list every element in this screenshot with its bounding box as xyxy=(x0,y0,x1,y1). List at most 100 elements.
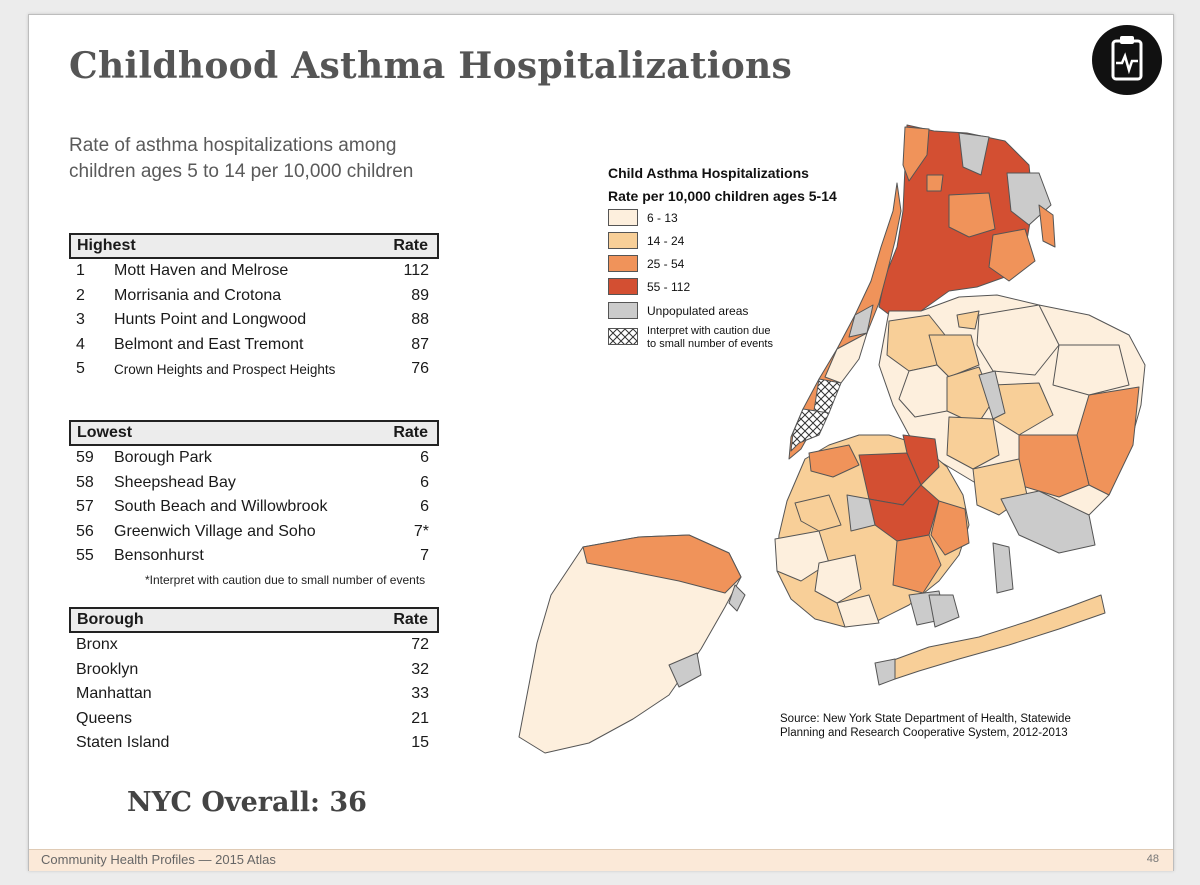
table-row: 2 Morrisania and Crotona 89 xyxy=(69,284,439,309)
map-region xyxy=(846,494,876,532)
rate-cell: 21 xyxy=(411,709,429,727)
rate-cell: 32 xyxy=(411,660,429,678)
rate-cell: 7 xyxy=(420,547,429,565)
rank-cell: 56 xyxy=(76,522,94,540)
table-row: 56 Greenwich Village and Soho 7* xyxy=(69,520,439,545)
table-header: Borough Rate xyxy=(69,607,439,633)
legend-swatch xyxy=(608,232,638,249)
name-cell: Brooklyn xyxy=(76,660,139,678)
map-region xyxy=(1038,204,1056,248)
table-row: 59 Borough Park 6 xyxy=(69,446,439,471)
column-header: Highest xyxy=(77,237,136,254)
map-region xyxy=(902,126,930,182)
subtitle: Rate of asthma hospitalizations among ch… xyxy=(69,135,414,182)
nyc-overall: NYC Overall: 36 xyxy=(127,787,367,818)
name-cell: Bronx xyxy=(76,636,118,654)
name-cell: Hunts Point and Longwood xyxy=(114,311,307,329)
map-region xyxy=(1018,434,1090,498)
legend-title: Child Asthma Hospitalizations xyxy=(608,165,809,181)
name-cell: Manhattan xyxy=(76,685,152,703)
rank-cell: 5 xyxy=(76,360,85,378)
legend-swatch xyxy=(608,209,638,226)
footer-title: Community Health Profiles — 2015 Atlas xyxy=(41,852,276,867)
caution-line: Interpret with caution due xyxy=(647,325,771,337)
rate-cell: 72 xyxy=(411,636,429,654)
table-row: 58 Sheepshead Bay 6 xyxy=(69,471,439,496)
clipboard-pulse-icon xyxy=(1092,25,1162,95)
map-region xyxy=(976,304,1060,376)
caution-footnote: *Interpret with caution due to small num… xyxy=(145,573,426,587)
rate-cell: 6 xyxy=(420,498,429,516)
map-region xyxy=(836,594,880,628)
map-region xyxy=(794,494,842,532)
rate-cell: 6 xyxy=(420,473,429,491)
rank-cell: 59 xyxy=(76,449,94,467)
rate-cell: 76 xyxy=(411,360,429,378)
legend-item: Interpret with caution due to small numbe… xyxy=(608,325,773,351)
rank-cell: 58 xyxy=(76,473,94,491)
rank-cell: 57 xyxy=(76,498,94,516)
map-region xyxy=(928,594,960,628)
map-region xyxy=(790,408,830,452)
rate-cell: 112 xyxy=(403,262,429,280)
name-cell: Morrisania and Crotona xyxy=(114,286,282,304)
table-row: 55 Bensonhurst 7 xyxy=(69,544,439,569)
caution-line: to small number of events xyxy=(647,338,773,350)
map-region xyxy=(808,444,860,478)
rate-cell: 89 xyxy=(411,286,429,304)
rank-cell: 55 xyxy=(76,547,94,565)
legend-item: 6 - 13 xyxy=(608,209,678,226)
rank-cell: 1 xyxy=(76,262,85,280)
legend-item: 55 - 112 xyxy=(608,278,690,295)
map-region xyxy=(824,332,868,384)
nyc-choropleth-map xyxy=(518,124,1146,754)
rank-cell: 3 xyxy=(76,311,85,329)
rate-cell: 15 xyxy=(411,734,429,752)
highest-table: Highest Rate 1 Mott Haven and Melrose 112 … xyxy=(69,233,439,382)
legend-label: 6 - 13 xyxy=(647,210,678,225)
table-header: Highest Rate xyxy=(69,233,439,259)
rate-cell: 6 xyxy=(420,449,429,467)
rank-cell: 4 xyxy=(76,335,85,353)
column-header: Rate xyxy=(393,237,428,254)
slide: Childhood Asthma Hospitalizations Rate o… xyxy=(28,14,1174,871)
map-region xyxy=(978,370,1006,420)
map-region xyxy=(946,416,1000,470)
map-region xyxy=(892,534,942,594)
map-region xyxy=(868,484,940,542)
table-row: 1 Mott Haven and Melrose 112 xyxy=(69,259,439,284)
source-line: Planning and Research Cooperative System… xyxy=(780,727,1068,739)
table-header: Lowest Rate xyxy=(69,420,439,446)
table-row: 57 South Beach and Willowbrook 6 xyxy=(69,495,439,520)
map-region xyxy=(926,174,944,192)
map-region xyxy=(930,500,970,556)
map-region xyxy=(992,542,1014,594)
map-region xyxy=(774,530,830,582)
legend-swatch xyxy=(608,278,638,295)
rate-cell: 87 xyxy=(411,335,429,353)
column-header: Borough xyxy=(77,611,144,628)
map-region xyxy=(582,534,742,594)
legend-label: 25 - 54 xyxy=(647,256,685,271)
map-region xyxy=(956,310,980,330)
map-region xyxy=(1052,344,1130,396)
map-region xyxy=(948,192,996,238)
table-row: Queens 21 xyxy=(69,707,439,732)
map-region xyxy=(928,334,980,378)
rate-cell: 88 xyxy=(411,311,429,329)
map-region xyxy=(848,304,874,338)
legend-subtitle: Rate per 10,000 children ages 5-14 xyxy=(608,188,837,204)
lowest-table: Lowest Rate 59 Borough Park 6 58 Sheepshead… xyxy=(69,420,439,569)
map-region xyxy=(958,132,990,176)
name-cell: Belmont and East Tremont xyxy=(114,335,304,353)
legend-swatch xyxy=(608,255,638,272)
name-cell: Staten Island xyxy=(76,734,170,752)
column-header: Rate xyxy=(393,424,428,441)
name-cell: South Beach and Willowbrook xyxy=(114,498,328,516)
table-row: Staten Island 15 xyxy=(69,731,439,756)
page-title: Childhood Asthma Hospitalizations xyxy=(69,45,793,87)
table-row: 5 Crown Heights and Prospect Heights 76 xyxy=(69,357,439,382)
map-region xyxy=(874,658,896,686)
hatch-swatch xyxy=(608,328,638,345)
column-header: Lowest xyxy=(77,424,133,441)
